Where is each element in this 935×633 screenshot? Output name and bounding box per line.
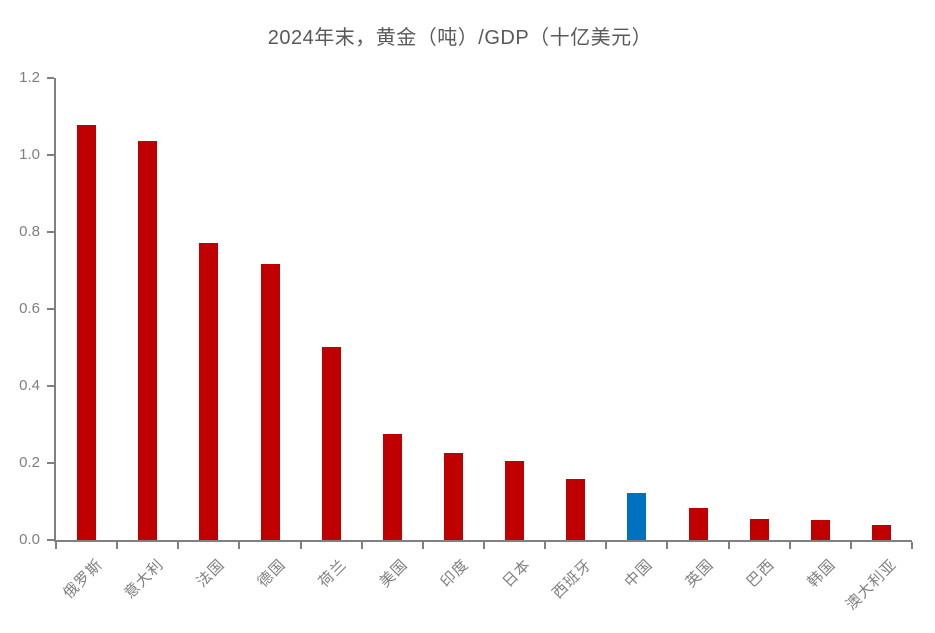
bar: [138, 141, 158, 540]
y-axis-tick: [47, 77, 54, 79]
y-axis-tick-label: 0.0: [19, 531, 40, 548]
x-axis-category-label: 英国: [682, 556, 718, 591]
x-axis-tick: [605, 542, 608, 549]
bar: [688, 507, 708, 540]
x-axis-tick: [421, 542, 424, 549]
chart-title: 2024年末，黄金（吨）/GDP（十亿美元）: [267, 27, 653, 49]
y-axis-tick-label: 1.0: [19, 146, 40, 163]
y-axis-tick: [47, 308, 54, 310]
x-axis-tick: [911, 542, 913, 549]
x-axis-tick: [238, 542, 241, 549]
x-axis-tick: [849, 542, 852, 549]
y-axis-tick: [47, 154, 54, 156]
y-axis-tick-label: 1.2: [19, 69, 40, 86]
x-axis-tick: [666, 542, 669, 549]
x-axis-tick: [177, 542, 180, 549]
x-axis-category-label: 韩国: [804, 556, 840, 591]
x-axis-category-label: 中国: [621, 556, 656, 591]
x-axis-category-label: 法国: [193, 556, 228, 591]
x-axis-category-label: 西班牙: [548, 556, 595, 603]
x-axis-category-label: 荷兰: [315, 556, 351, 591]
x-axis-category-label: 德国: [254, 556, 290, 591]
x-axis-tick: [483, 542, 485, 549]
x-axis-category-label: 日本: [499, 556, 534, 591]
y-axis-tick: [47, 231, 54, 233]
y-axis-tick: [47, 539, 54, 541]
x-axis-tick: [544, 542, 547, 549]
y-axis-tick-label: 0.6: [19, 300, 40, 317]
bar: [321, 346, 341, 540]
x-axis-category-label: 意大利: [120, 556, 167, 603]
bar: [77, 125, 97, 540]
bar: [199, 243, 219, 540]
y-axis-tick: [47, 462, 54, 464]
bar: [260, 264, 280, 540]
x-axis-category-label: 印度: [437, 556, 473, 591]
x-axis-tick: [299, 542, 302, 549]
bar: [505, 461, 525, 540]
bar: [871, 524, 891, 540]
y-axis-tick-label: 0.8: [19, 223, 40, 240]
bar: [443, 453, 463, 540]
bar: [749, 518, 769, 540]
bar: [627, 493, 647, 540]
x-axis-tick: [55, 542, 57, 549]
bar: [382, 433, 402, 540]
plot-area: 0.0 0.2 0.4 0.6 0.8 1.0 1.2 俄罗斯 意大利 法国 德国 荷兰 美国 印度 日本西…: [19, 69, 913, 613]
y-axis-tick: [47, 385, 54, 387]
y-axis-tick-label: 0.2: [19, 454, 40, 471]
bar: [810, 519, 830, 540]
x-axis-tick: [788, 542, 791, 549]
bar: [566, 479, 586, 540]
y-axis-tick-label: 0.4: [19, 377, 40, 394]
x-axis-category-label: 美国: [376, 556, 412, 591]
x-axis-category-label: 澳大利亚: [843, 556, 901, 614]
x-axis-tick: [360, 542, 363, 549]
x-axis-category-label: 俄罗斯: [59, 556, 106, 603]
x-axis-category-label: 巴西: [743, 556, 779, 591]
x-axis-tick: [727, 542, 730, 549]
x-axis-tick: [116, 542, 119, 549]
